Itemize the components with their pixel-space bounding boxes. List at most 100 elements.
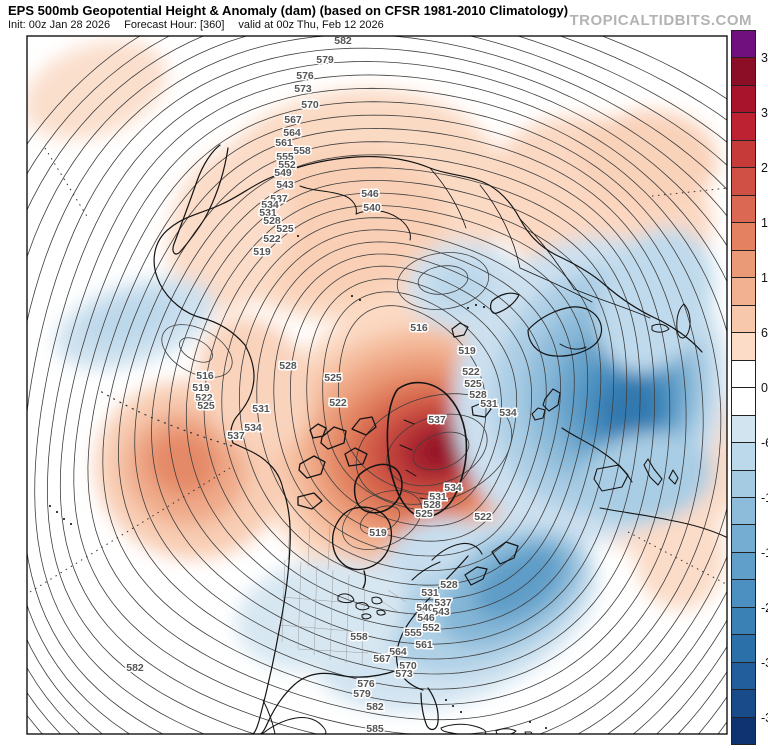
contour-label: 573 [294,83,312,95]
contour-label: 525 [324,372,342,384]
colorbar-cell [732,662,755,691]
contour-labels-layer: 5825795765735705675645615585555525495465… [125,35,519,734]
colorbar-tick: 18 [761,215,768,230]
contour-label: 561 [415,639,433,651]
contour-label: 537 [227,430,245,442]
contour-label: 528 [279,360,297,372]
contour-label: 558 [293,145,311,157]
colorbar-cell [732,333,755,361]
contour-label: 519 [192,382,210,394]
colorbar-cell [732,140,755,169]
contour-label: 519 [253,246,271,258]
contour-label: 573 [395,668,413,680]
contour-label: 564 [389,646,407,658]
contour-label: 534 [444,482,462,494]
contour-label: 519 [369,527,387,539]
contour-label: 570 [301,99,319,111]
colorbar-cell [732,278,755,306]
colorbar-tick: 24 [761,160,768,175]
contour-label: 576 [357,678,375,690]
contour-label: 567 [373,653,391,665]
contour-label: 543 [276,179,294,191]
init-time-label: Init: 00z Jan 28 2026 [8,19,111,31]
contour-label: 540 [416,602,434,614]
colorbar-cell [732,58,755,86]
contour-label: 522 [263,233,281,245]
contour-label: 537 [428,414,446,426]
contour-label: 540 [363,202,381,214]
contour-label: 537 [270,193,288,205]
colorbar-cell [732,113,755,141]
coastlines-layer [153,144,727,734]
contour-label: 534 [261,199,279,211]
contour-label: 549 [274,167,292,179]
contour-label: 561 [275,137,293,149]
colorbar-tick: 6 [761,325,768,340]
contour-label: 567 [284,114,302,126]
contour-label: 582 [366,701,384,713]
contour-label: 555 [404,627,422,639]
tropicaltidbits-watermark: TROPICALTIDBITS.COM [569,12,752,29]
contour-label: 564 [283,127,301,139]
contour-label: 528 [469,389,487,401]
contour-label: 552 [278,159,296,171]
valid-time-label: valid at 00z Thu, Feb 12 2026 [238,19,384,31]
colorbar-cell [732,195,755,224]
colorbar-tick: 12 [761,270,768,285]
contour-label: 531 [480,398,498,410]
colorbar-cell [732,31,755,59]
contour-label: 522 [195,392,213,404]
contour-label: 531 [259,207,277,219]
contour-label: 576 [296,70,314,82]
colorbar-tick: 36 [761,50,768,65]
map-border [26,35,728,735]
colorbar-cell [732,305,755,334]
contour-label: 516 [410,322,428,334]
contour-label: 534 [244,422,262,434]
state-borders-layer [279,519,407,666]
colorbar-tick: -6 [761,435,768,450]
contour-label: 543 [432,606,450,618]
colorbar-cell [732,690,755,718]
colorbar-cell [732,223,755,251]
contour-label: 525 [276,223,294,235]
colorbar-cell [732,388,755,416]
contour-label: 531 [252,403,270,415]
contour-label: 582 [334,35,352,47]
colorbar-cell [732,552,755,581]
contour-label: 519 [458,345,476,357]
contour-label: 531 [421,587,439,599]
colorbar-cell [732,168,755,196]
contour-label: 558 [350,631,368,643]
contour-label: 516 [196,370,214,382]
contour-label: 546 [417,612,435,624]
contour-label: 579 [316,54,334,66]
contour-label: 546 [361,188,379,200]
colorbar-cell [732,525,755,553]
contour-label: 528 [263,215,281,227]
contour-label: 534 [499,407,517,419]
contour-label: 525 [464,378,482,390]
colorbar-tick: -36 [761,710,768,725]
contour-label: 531 [429,491,447,503]
contour-label: 570 [399,660,417,672]
colorbar-cell [732,580,755,608]
colorbar-cell [732,717,755,745]
contour-label: 522 [329,397,347,409]
colorbar-cell [732,85,755,114]
contour-label: 582 [126,662,144,674]
colorbar-cell [732,607,755,636]
dotted-lines-layer [29,147,727,729]
contour-label: 525 [415,508,433,520]
colorbar-tick: -12 [761,490,768,505]
contour-label: 528 [440,579,458,591]
colorbar-cell [732,415,755,444]
colorbar-tick: -18 [761,545,768,560]
contour-label: 537 [434,597,452,609]
colorbar-tick: -30 [761,655,768,670]
anomaly-shading-layer [27,40,727,712]
colorbar-tick: 30 [761,105,768,120]
